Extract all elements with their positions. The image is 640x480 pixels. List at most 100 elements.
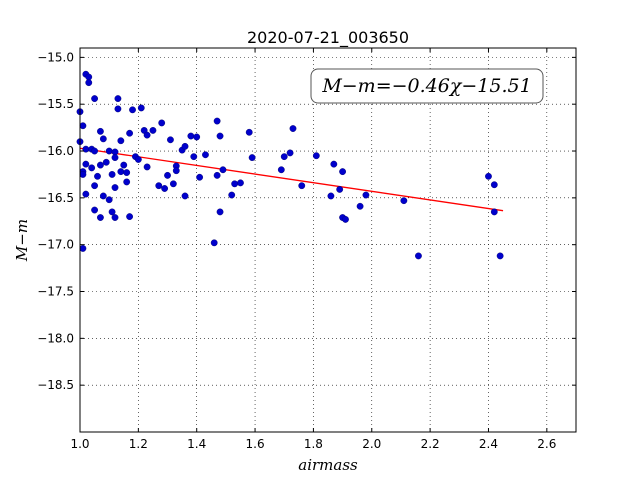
data-point <box>94 172 101 180</box>
y-tick-label: −18.5 <box>37 378 74 392</box>
x-tick-label: 2.0 <box>362 437 381 451</box>
fit-line <box>79 147 504 212</box>
data-point <box>108 171 116 178</box>
x-tick-label: 2.2 <box>421 437 440 451</box>
data-point <box>485 172 492 180</box>
data-point <box>400 197 408 205</box>
data-point <box>126 129 134 137</box>
data-point <box>82 160 90 168</box>
data-point <box>97 161 104 169</box>
data-point <box>245 128 253 136</box>
data-point <box>202 151 209 159</box>
data-point <box>277 166 285 174</box>
data-point <box>496 252 504 260</box>
data-point <box>99 135 107 143</box>
data-point <box>193 133 201 141</box>
data-point <box>114 95 122 102</box>
data-point <box>117 168 125 176</box>
data-point <box>143 131 151 139</box>
data-point <box>108 208 116 216</box>
data-point <box>172 167 180 175</box>
data-point <box>126 213 134 220</box>
plot-area <box>80 48 576 432</box>
data-point <box>312 152 320 160</box>
data-point <box>490 181 498 189</box>
y-tick-label: −16.5 <box>37 191 74 205</box>
data-point <box>169 180 177 188</box>
data-point <box>155 182 163 190</box>
x-axis-ticks: 1.0 1.2 1.4 1.6 1.8 2.0 2.2 2.4 2.6 <box>70 48 556 451</box>
data-point <box>111 214 119 221</box>
data-point <box>129 106 136 114</box>
data-point <box>213 117 221 125</box>
data-point <box>161 185 169 192</box>
data-point <box>97 214 104 221</box>
grid-lines <box>79 48 576 432</box>
data-point <box>219 166 227 174</box>
data-point <box>327 192 335 200</box>
data-point <box>79 245 87 252</box>
equation-box: M−m=−0.46χ−15.51 <box>310 68 544 104</box>
x-tick-label: 2.6 <box>537 437 556 451</box>
x-tick-label: 1.4 <box>187 437 206 451</box>
x-tick-label: 1.2 <box>129 437 148 451</box>
data-point <box>117 137 125 145</box>
data-point <box>99 192 107 200</box>
data-point <box>237 179 244 187</box>
data-point <box>490 208 498 216</box>
data-point <box>91 182 98 190</box>
data-point <box>286 149 294 157</box>
data-point <box>298 182 306 190</box>
data-point <box>88 164 96 172</box>
data-point <box>248 154 256 161</box>
data-point <box>280 153 288 161</box>
data-point <box>82 190 90 198</box>
data-point <box>91 206 98 214</box>
data-point <box>342 215 349 223</box>
data-point <box>336 186 344 193</box>
x-tick-label: 1.0 <box>70 437 89 451</box>
data-point <box>111 184 119 191</box>
chart-title: 2020-07-21_003650 <box>247 28 409 48</box>
data-point <box>134 156 142 163</box>
data-point <box>210 239 218 247</box>
data-point <box>167 136 174 144</box>
data-point <box>120 161 128 169</box>
data-point <box>190 153 198 161</box>
data-point <box>143 163 151 171</box>
data-point <box>97 127 104 135</box>
y-tick-label: −18.0 <box>37 331 74 345</box>
plot-frame <box>79 47 577 433</box>
x-tick-label: 2.4 <box>479 437 498 451</box>
y-tick-label: −17.0 <box>37 238 74 252</box>
data-point <box>213 171 221 179</box>
fit-equation: M−m=−0.46χ−15.51 <box>321 75 531 97</box>
x-tick-label: 1.8 <box>304 437 323 451</box>
y-tick-label: −15.5 <box>37 97 74 111</box>
y-tick-label: −15.0 <box>37 50 74 64</box>
x-tick-label: 1.6 <box>246 437 265 451</box>
data-point <box>216 132 224 140</box>
data-point <box>330 160 338 168</box>
fit-line-group <box>79 147 504 212</box>
data-point <box>137 104 145 112</box>
data-point <box>181 192 189 200</box>
data-point <box>102 158 110 166</box>
x-axis-label: airmass <box>298 456 358 474</box>
data-point <box>164 171 171 179</box>
y-tick-label: −17.5 <box>37 285 74 299</box>
data-point <box>289 125 297 132</box>
y-tick-label: −16.0 <box>37 144 74 158</box>
data-point <box>105 147 113 155</box>
data-point <box>356 202 364 210</box>
data-point <box>114 105 122 113</box>
data-point <box>362 191 370 199</box>
data-point <box>228 191 236 199</box>
data-point <box>91 147 98 155</box>
data-point <box>111 154 119 161</box>
data-point <box>79 171 87 178</box>
data-point <box>196 173 204 181</box>
data-points <box>76 70 504 260</box>
data-point <box>91 95 98 102</box>
